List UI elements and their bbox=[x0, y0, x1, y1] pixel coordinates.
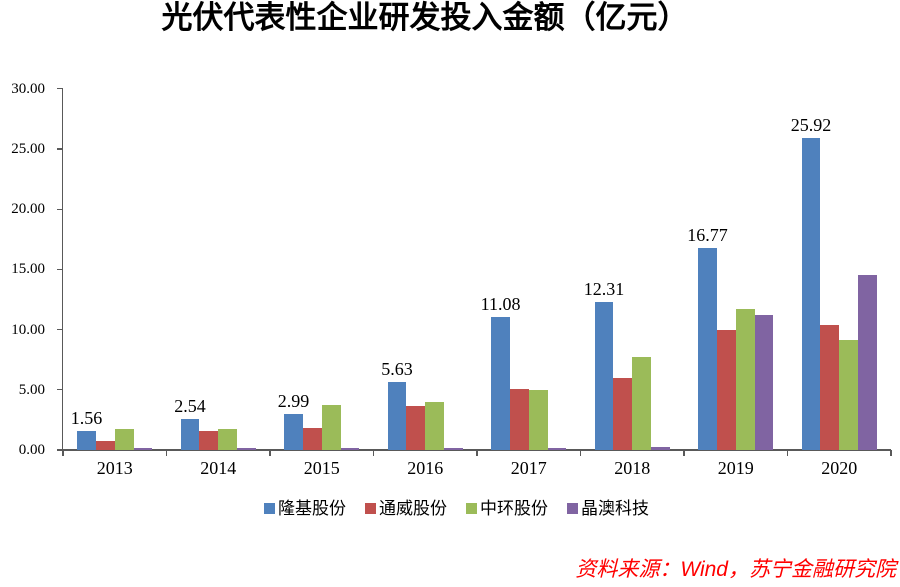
legend-item-通威股份: 通威股份 bbox=[365, 499, 447, 518]
y-axis-label: 20.00 bbox=[11, 201, 45, 218]
y-axis-tick bbox=[57, 208, 63, 210]
value-label: 5.63 bbox=[381, 359, 413, 380]
bar-隆基股份-2016 bbox=[387, 382, 407, 450]
x-axis-tick bbox=[890, 450, 892, 456]
value-label: 1.56 bbox=[70, 408, 103, 429]
legend-item-隆基股份: 隆基股份 bbox=[264, 499, 346, 518]
bar-晶澳科技-2017 bbox=[547, 447, 567, 450]
legend-swatch-icon bbox=[264, 503, 275, 514]
bar-晶澳科技-2020 bbox=[858, 274, 877, 450]
legend-label: 晶澳科技 bbox=[581, 499, 649, 518]
bar-晶澳科技-2019 bbox=[754, 315, 774, 450]
bar-中环股份-2016 bbox=[425, 402, 445, 450]
legend-item-晶澳科技: 晶澳科技 bbox=[567, 499, 649, 518]
bar-通威股份-2020 bbox=[820, 324, 840, 450]
x-axis-label: 2014 bbox=[200, 458, 237, 478]
bar-晶澳科技-2016 bbox=[444, 447, 463, 450]
y-axis-label: 5.00 bbox=[18, 381, 45, 398]
y-axis-tick bbox=[57, 268, 63, 270]
source-note: 资料来源：Wind，苏宁金融研究院 bbox=[575, 558, 896, 581]
legend-swatch-icon bbox=[365, 503, 376, 514]
value-label: 25.92 bbox=[790, 114, 832, 135]
y-axis-label: 30.00 bbox=[11, 80, 45, 97]
bar-通威股份-2019 bbox=[716, 329, 736, 450]
x-axis-label: 2020 bbox=[821, 458, 858, 478]
x-axis-label: 2015 bbox=[303, 458, 340, 478]
y-axis-tick bbox=[57, 449, 63, 451]
bar-通威股份-2017 bbox=[509, 388, 529, 450]
legend-label: 中环股份 bbox=[480, 499, 548, 518]
y-axis-label: 15.00 bbox=[11, 261, 45, 278]
bar-通威股份-2015 bbox=[302, 427, 322, 450]
y-axis-tick bbox=[57, 389, 63, 391]
bar-通威股份-2016 bbox=[406, 406, 426, 450]
value-label: 11.08 bbox=[480, 293, 521, 314]
legend-swatch-icon bbox=[466, 503, 477, 514]
x-axis-tick bbox=[476, 450, 478, 456]
bar-隆基股份-2013 bbox=[77, 431, 96, 450]
bar-隆基股份-2020 bbox=[801, 137, 821, 450]
legend: 隆基股份 通威股份 中环股份 晶澳科技 bbox=[264, 499, 649, 518]
x-axis-label: 2016 bbox=[407, 458, 444, 478]
bar-晶澳科技-2015 bbox=[340, 448, 360, 450]
bar-中环股份-2020 bbox=[839, 340, 859, 450]
legend-swatch-icon bbox=[567, 503, 578, 514]
y-axis-tick bbox=[57, 329, 63, 331]
bar-中环股份-2015 bbox=[321, 405, 341, 450]
bar-晶澳科技-2013 bbox=[133, 447, 153, 450]
bar-隆基股份-2015 bbox=[284, 414, 303, 450]
bar-通威股份-2018 bbox=[613, 378, 633, 450]
x-axis-tick bbox=[62, 450, 64, 456]
chart-title: 光伏代表性企业研发投入金额（亿元） bbox=[161, 0, 689, 35]
x-axis-tick bbox=[683, 450, 685, 456]
bar-隆基股份-2019 bbox=[698, 248, 717, 450]
x-axis-tick bbox=[786, 450, 789, 456]
y-axis-tick bbox=[57, 148, 63, 150]
bar-晶澳科技-2018 bbox=[651, 446, 670, 450]
y-axis-label: 10.00 bbox=[11, 321, 45, 338]
bar-通威股份-2014 bbox=[199, 430, 219, 450]
x-axis-label: 2019 bbox=[717, 458, 754, 478]
x-axis-label: 2018 bbox=[614, 458, 651, 478]
legend-label: 隆基股份 bbox=[278, 499, 346, 518]
bar-隆基股份-2017 bbox=[491, 316, 510, 450]
x-axis-tick bbox=[165, 450, 168, 456]
bar-隆基股份-2018 bbox=[594, 301, 614, 450]
bar-通威股份-2013 bbox=[95, 440, 115, 450]
bar-中环股份-2014 bbox=[218, 428, 238, 450]
value-label: 12.31 bbox=[583, 278, 625, 299]
value-label: 2.54 bbox=[174, 396, 206, 417]
value-label: 16.77 bbox=[687, 225, 728, 246]
x-axis-tick bbox=[372, 450, 375, 456]
y-axis-line bbox=[62, 88, 64, 456]
x-axis-label: 2013 bbox=[96, 458, 133, 478]
bar-中环股份-2019 bbox=[735, 309, 755, 450]
legend-label: 通威股份 bbox=[379, 499, 447, 518]
y-axis-label: 25.00 bbox=[11, 141, 45, 157]
bar-隆基股份-2014 bbox=[180, 419, 200, 450]
y-axis-tick bbox=[57, 88, 63, 90]
y-axis-label: 0.00 bbox=[18, 442, 45, 458]
bar-中环股份-2018 bbox=[632, 356, 652, 450]
value-label: 2.99 bbox=[277, 391, 310, 411]
bar-晶澳科技-2014 bbox=[237, 448, 256, 450]
legend-item-中环股份: 中环股份 bbox=[466, 499, 548, 518]
x-axis-label: 2017 bbox=[510, 458, 547, 478]
x-axis-tick bbox=[579, 450, 582, 456]
x-axis-tick bbox=[269, 450, 271, 456]
bar-中环股份-2013 bbox=[114, 428, 134, 450]
bar-中环股份-2017 bbox=[528, 390, 548, 450]
